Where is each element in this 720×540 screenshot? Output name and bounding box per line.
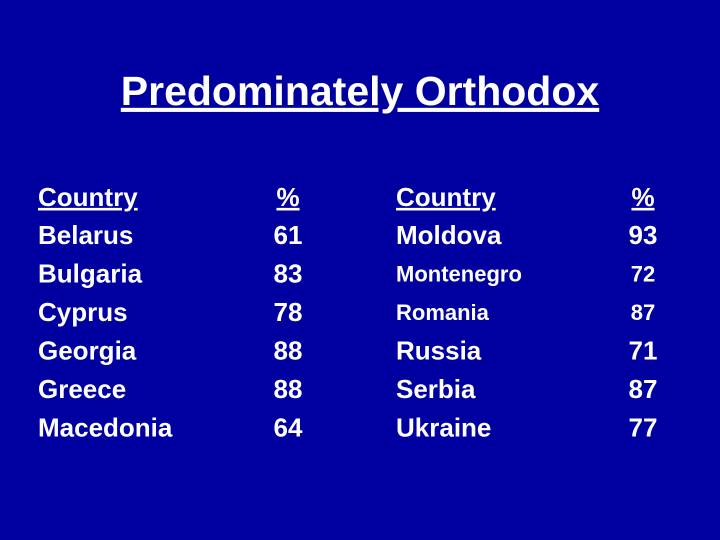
column-header: Country	[396, 182, 496, 212]
country-name: Moldova	[396, 220, 502, 250]
column-header: %	[276, 182, 299, 212]
country-name: Bulgaria	[38, 258, 143, 288]
country-name: Ukraine	[396, 412, 491, 442]
percent-value: 72	[631, 261, 655, 286]
country-name: Romania	[396, 300, 490, 325]
country-name: Georgia	[38, 335, 137, 365]
column-header: %	[631, 182, 654, 212]
percent-value: 83	[274, 258, 303, 288]
country-name: Serbia	[396, 374, 476, 404]
percent-value: 77	[629, 412, 658, 442]
column-header: Country	[38, 182, 138, 212]
percent-value: 78	[274, 297, 303, 327]
country-name: Russia	[396, 335, 482, 365]
country-name: Cyprus	[38, 297, 128, 327]
title: Predominately Orthodox	[121, 68, 600, 114]
percent-value: 88	[274, 335, 303, 365]
country-name: Macedonia	[38, 412, 173, 442]
country-name: Montenegro	[396, 261, 522, 286]
percent-value: 87	[631, 300, 655, 325]
percent-value: 64	[274, 412, 303, 442]
country-name: Belarus	[38, 220, 133, 250]
percent-value: 71	[629, 335, 658, 365]
percent-value: 93	[629, 220, 658, 250]
percent-value: 61	[274, 220, 303, 250]
percent-value: 88	[274, 374, 303, 404]
percent-value: 87	[629, 374, 658, 404]
country-name: Greece	[38, 374, 126, 404]
